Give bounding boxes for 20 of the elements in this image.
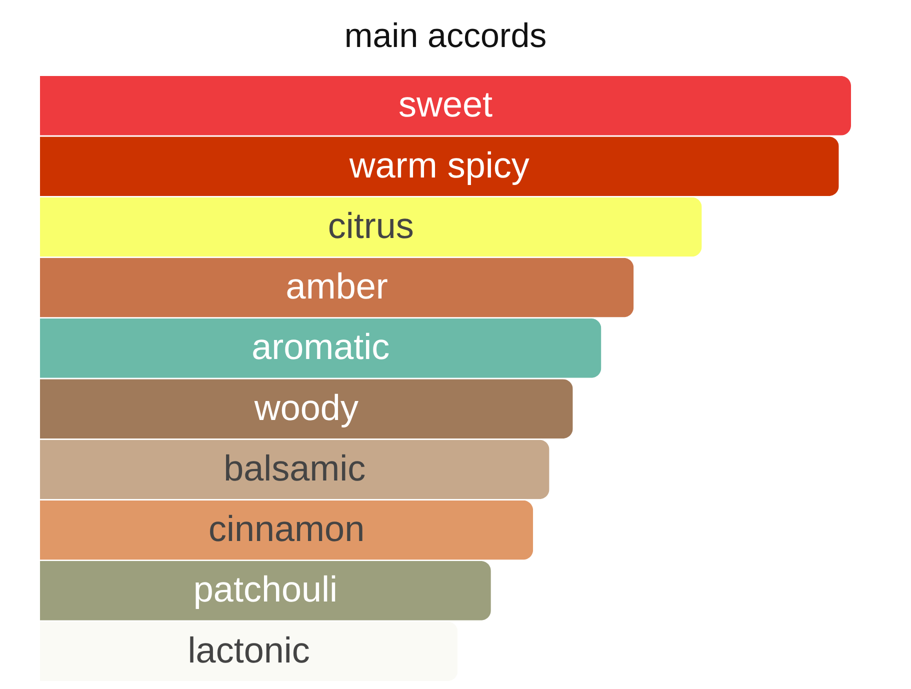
bar xyxy=(40,136,839,196)
bar xyxy=(40,258,634,318)
bar xyxy=(40,318,602,378)
bar xyxy=(40,76,851,136)
y-tick-label: sweet xyxy=(398,84,493,125)
bar xyxy=(40,379,573,439)
bar xyxy=(40,560,491,620)
y-tick-label: lactonic xyxy=(188,629,310,670)
chart-title: main accords xyxy=(344,17,547,55)
y-tick-label: woody xyxy=(253,386,358,428)
y-tick-label: cinnamon xyxy=(208,508,365,550)
bar xyxy=(40,500,534,560)
bar xyxy=(40,440,550,500)
y-tick-label: citrus xyxy=(328,204,414,246)
y-tick-label: amber xyxy=(286,266,388,307)
y-tick-label: balsamic xyxy=(224,447,366,488)
y-tick-label: aromatic xyxy=(252,326,390,368)
y-tick-label: warm spicy xyxy=(348,144,530,186)
y-tick-label: patchouli xyxy=(193,568,338,610)
bar xyxy=(40,197,702,257)
